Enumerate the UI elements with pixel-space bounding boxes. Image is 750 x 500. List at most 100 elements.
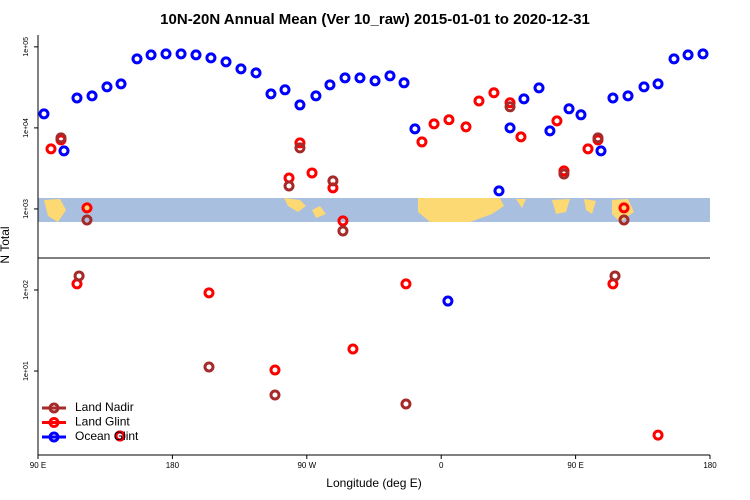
point [86,90,98,102]
legend-label: Land Glint [75,415,130,429]
point [337,215,349,227]
point [618,214,630,226]
point [131,53,143,65]
point [190,49,202,61]
point [38,108,50,120]
point [203,287,215,299]
point [324,79,336,91]
x-axis-label: Longitude (deg E) [326,476,421,490]
point [609,270,621,282]
point [306,167,318,179]
point [551,115,563,127]
point [428,118,440,130]
x-tick-label: 180 [166,461,180,470]
point [337,225,349,237]
map-strip [38,198,710,222]
point [250,67,262,79]
point [398,77,410,89]
legend-marker [48,431,60,443]
point [582,143,594,155]
point [518,93,530,105]
point [145,49,157,61]
chart-title: 10N-20N Annual Mean (Ver 10_raw) 2015-01… [160,11,590,28]
point [294,99,306,111]
point [283,180,295,192]
point [575,109,587,121]
point [265,88,277,100]
point [269,389,281,401]
x-tick-label: 90 W [297,461,316,470]
point [638,81,650,93]
point [384,70,396,82]
point [203,361,215,373]
legend-marker [48,402,60,414]
point [515,131,527,143]
point [175,48,187,60]
point [558,168,570,180]
y-tick-label: 1e+04 [23,118,30,138]
point [504,101,516,113]
point [493,185,505,197]
point [269,364,281,376]
point [652,78,664,90]
point [310,90,322,102]
point [71,92,83,104]
point [73,270,85,282]
point [81,214,93,226]
point [504,97,516,109]
point [205,52,217,64]
point [55,132,67,144]
point [294,142,306,154]
point [460,121,472,133]
point [409,123,421,135]
point [622,90,634,102]
legend-label: Land Nadir [75,400,134,414]
y-axis-label: N Total [0,226,12,263]
point [607,92,619,104]
point [294,137,306,149]
y-tick-label: 1e+02 [23,280,30,300]
point [279,84,291,96]
point [347,343,359,355]
point [101,81,113,93]
point [697,48,709,60]
point [416,136,428,148]
x-tick-label: 180 [703,461,717,470]
point [235,63,247,75]
point [563,103,575,115]
point [58,145,70,157]
point [533,82,545,94]
point [400,278,412,290]
point [81,202,93,214]
point [45,143,57,155]
legend-marker [48,417,60,428]
point [682,49,694,61]
legend-label: Ocean Glint [75,429,139,443]
x-tick-label: 0 [439,461,444,470]
y-tick-label: 1e+03 [23,199,30,219]
point [652,429,664,441]
point [618,202,630,214]
point [544,125,556,137]
point [339,72,351,84]
point [220,56,232,68]
y-tick-label: 1e+01 [23,361,30,381]
point [114,430,126,442]
point [327,175,339,187]
point [115,78,127,90]
point [488,87,500,99]
point [473,95,485,107]
point [400,398,412,410]
point [592,132,604,144]
point [442,295,454,307]
x-tick-label: 90 E [567,461,583,470]
point [504,122,516,134]
point [160,48,172,60]
point [369,75,381,87]
point [354,72,366,84]
point [595,145,607,157]
y-tick-label: 1e+05 [23,37,30,57]
x-tick-label: 90 E [30,461,46,470]
point [443,114,455,126]
